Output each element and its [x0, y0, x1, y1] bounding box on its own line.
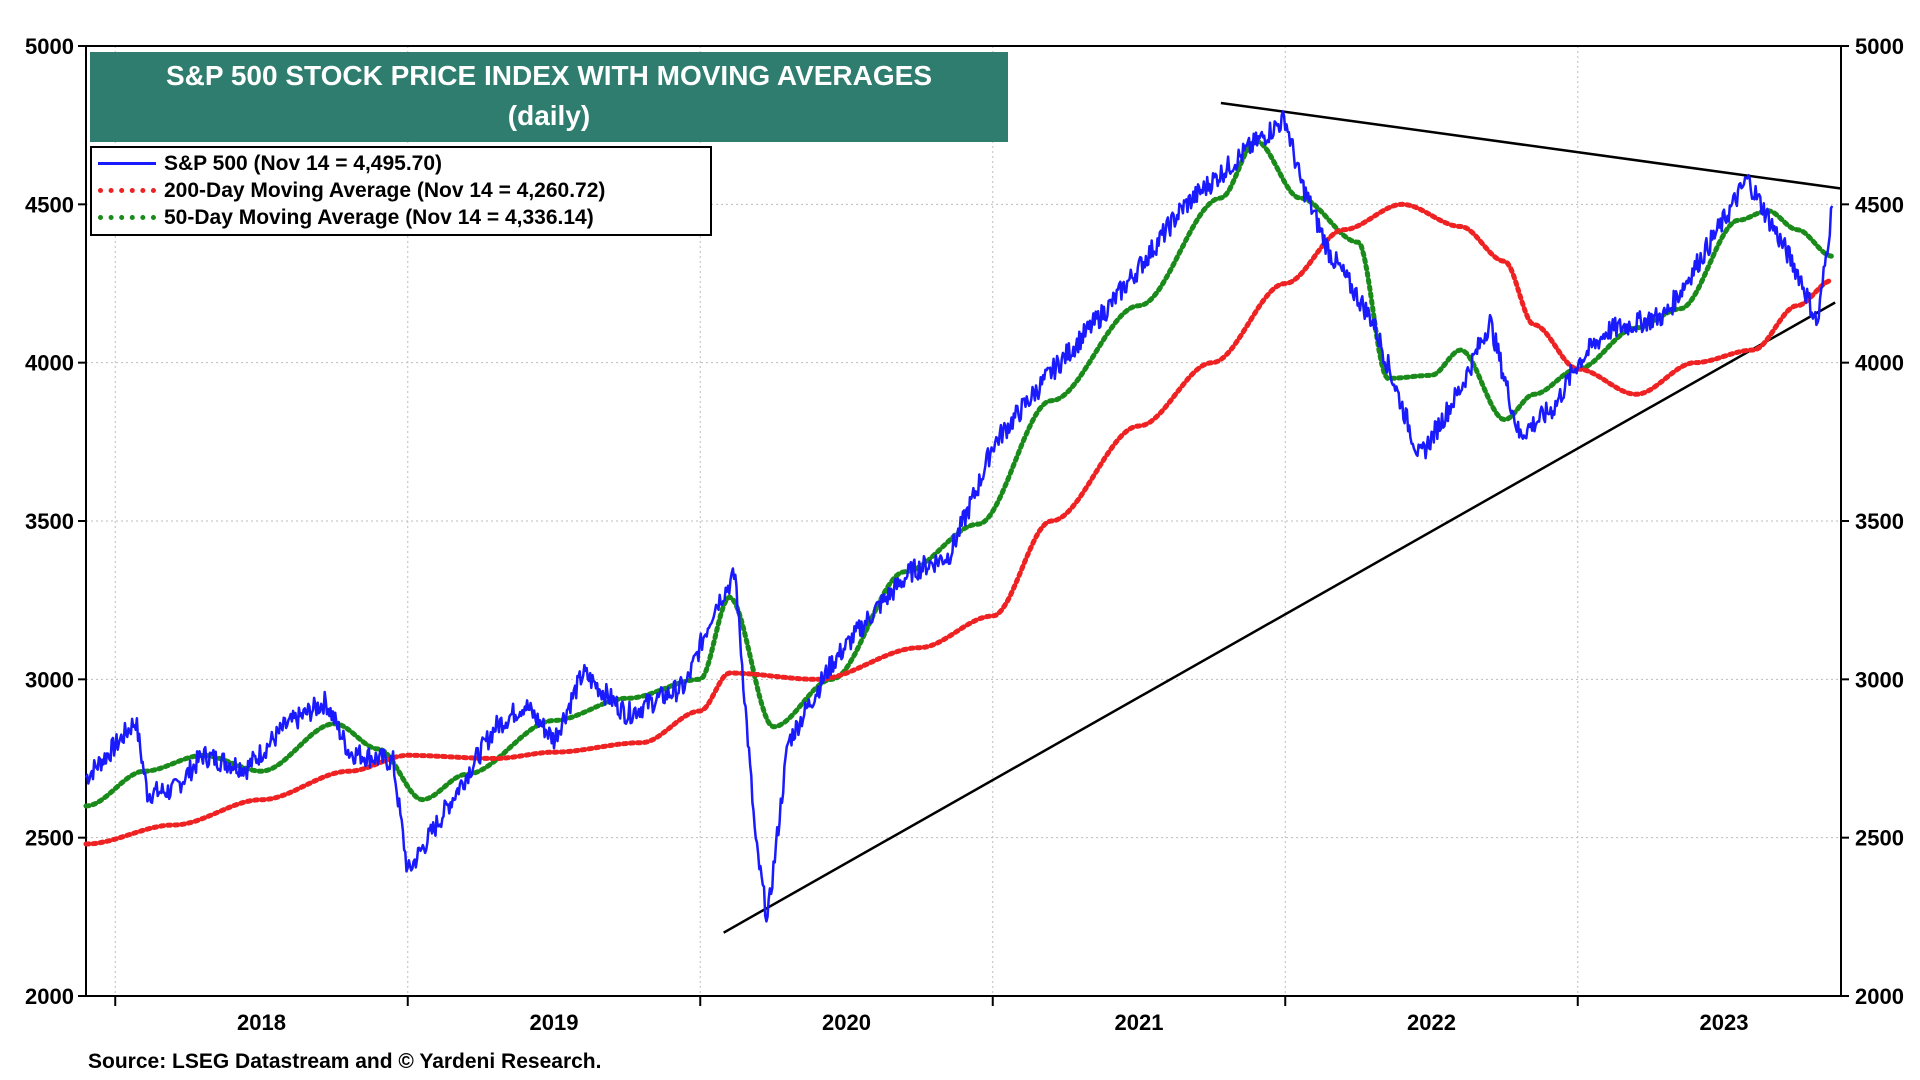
x-tick-label: 2019	[530, 1010, 579, 1035]
series-line-50dma	[83, 138, 1835, 809]
y-tick-label-left: 2000	[25, 984, 74, 1009]
y-tick-label-right: 4500	[1855, 192, 1904, 217]
legend-swatch-50dma	[98, 215, 156, 220]
chart-subtitle: (daily)	[507, 100, 591, 131]
upper-resistance-line	[1220, 101, 1842, 190]
y-tick-label-right: 2500	[1855, 826, 1904, 851]
x-tick-label: 2021	[1115, 1010, 1164, 1035]
series-lines	[83, 109, 1835, 923]
y-tick-label-right: 2000	[1855, 984, 1904, 1009]
legend-entry-sp500: S&P 500 (Nov 14 = 4,495.70)	[98, 150, 704, 177]
legend-entry-50dma: 50-Day Moving Average (Nov 14 = 4,336.14…	[98, 204, 704, 231]
legend-swatch-sp500	[98, 162, 156, 165]
chart-title-box: S&P 500 STOCK PRICE INDEX WITH MOVING AV…	[90, 52, 1008, 142]
chart-title: S&P 500 STOCK PRICE INDEX WITH MOVING AV…	[166, 60, 932, 91]
y-tick-label-left: 3000	[25, 667, 74, 692]
legend-label-sp500: S&P 500 (Nov 14 = 4,495.70)	[164, 151, 443, 175]
series-line-sp500	[84, 109, 1834, 923]
y-tick-label-left: 2500	[25, 826, 74, 851]
x-tick-label: 2022	[1407, 1010, 1456, 1035]
source-note: Source: LSEG Datastream and © Yardeni Re…	[88, 1050, 602, 1073]
x-tick-label: 2018	[237, 1010, 286, 1035]
y-tick-label-left: 4500	[25, 192, 74, 217]
y-tick-label-left: 4000	[25, 351, 74, 376]
y-tick-label-right: 4000	[1855, 351, 1904, 376]
legend-swatch-200dma	[98, 188, 156, 193]
legend-label-50dma: 50-Day Moving Average (Nov 14 = 4,336.14…	[164, 205, 594, 229]
x-tick-label: 2020	[822, 1010, 871, 1035]
legend: S&P 500 (Nov 14 = 4,495.70) 200-Day Movi…	[90, 146, 712, 236]
y-tick-label-left: 5000	[25, 34, 74, 59]
lower-support-line	[723, 301, 1836, 934]
trendlines	[723, 101, 1842, 934]
x-axis-ticks: 2018 2019 2020 2021 2022 2023	[114, 996, 1749, 1035]
y-tick-label-right: 3500	[1855, 509, 1904, 534]
y-tick-label-right: 3000	[1855, 667, 1904, 692]
y-tick-label-left: 3500	[25, 509, 74, 534]
y-tick-label-right: 5000	[1855, 34, 1904, 59]
x-tick-label: 2023	[1700, 1010, 1749, 1035]
y-axis-ticks: 2000 2000 2500 2500 3000 3000 3500 3500 4000 4000…	[25, 34, 1904, 1009]
legend-entry-200dma: 200-Day Moving Average (Nov 14 = 4,260.7…	[98, 177, 704, 204]
legend-label-200dma: 200-Day Moving Average (Nov 14 = 4,260.7…	[164, 178, 606, 202]
